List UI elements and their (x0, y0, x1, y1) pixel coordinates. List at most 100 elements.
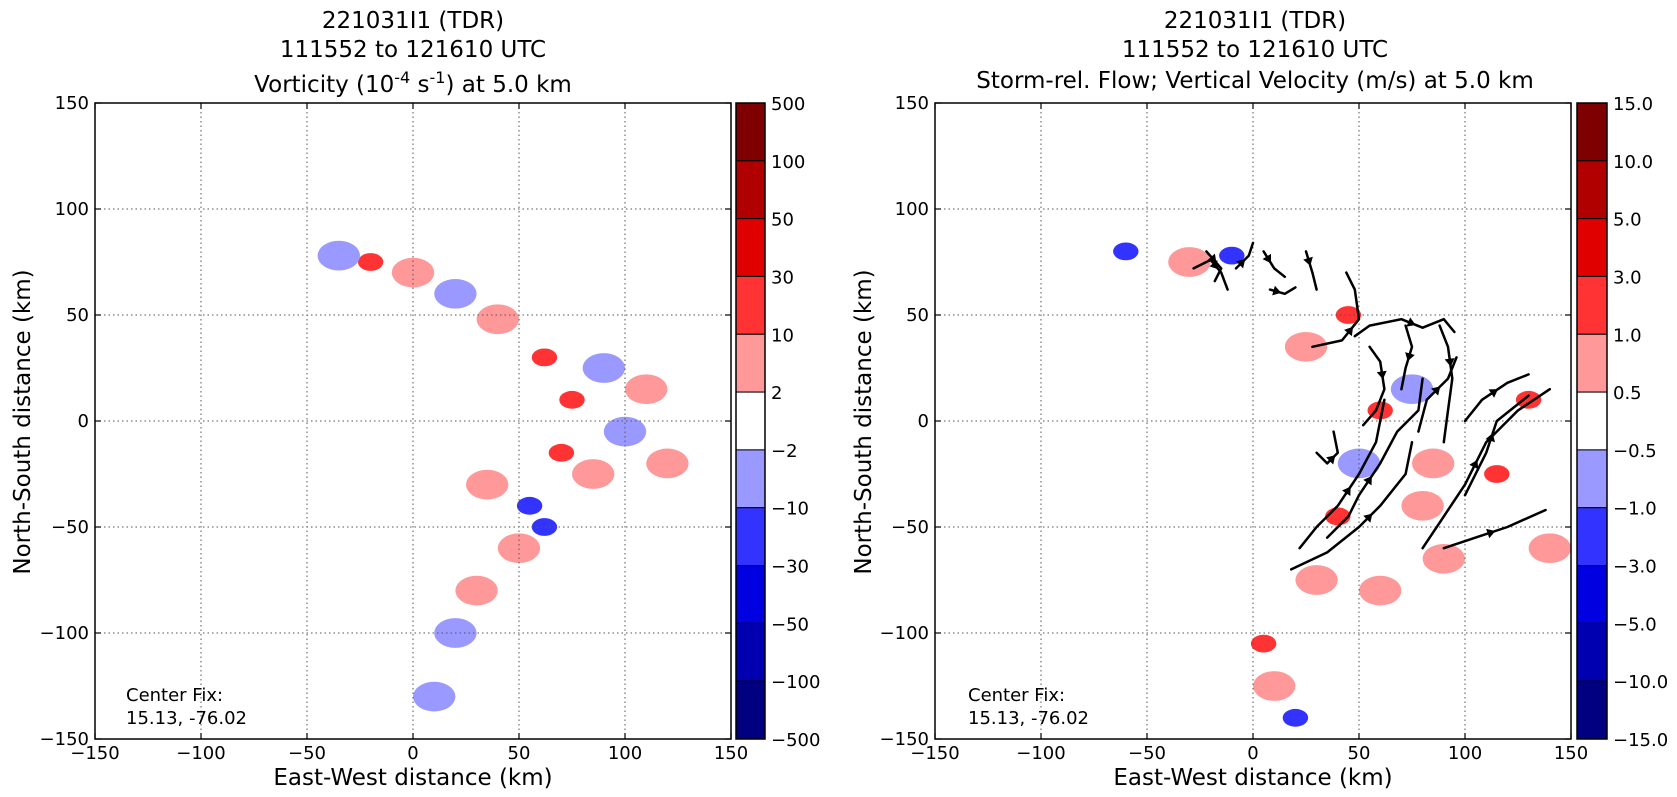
right-ytick-label: 50 (906, 305, 929, 326)
right-colorbar-segment (1576, 218, 1608, 277)
left-ylabel: North-South distance (km) (10, 269, 36, 574)
right-xtick-label: 0 (1247, 743, 1258, 764)
left-colorbar-label: 50 (771, 210, 794, 231)
right-streamline-arrow (1236, 259, 1246, 269)
left-colorbar-segment (735, 333, 766, 393)
left-colorbar-label: −30 (771, 557, 809, 578)
left-field-cell (434, 278, 477, 309)
right-field-cell (1168, 247, 1211, 277)
right-colorbar-label: −1.0 (1613, 499, 1657, 520)
left-title-line1: 221031I1 (TDR) (322, 8, 504, 34)
right-ylabel: North-South distance (km) (851, 269, 877, 574)
right-colorbar-segment (1576, 160, 1608, 220)
left-field-cell (625, 374, 668, 405)
left-xtick-label: −50 (288, 743, 326, 764)
left-ytick-label: 0 (78, 411, 89, 432)
right-streamline-arrow (1272, 285, 1282, 296)
left-title-pre: Vorticity (10 (254, 72, 394, 98)
right-field-cell (1484, 465, 1510, 483)
right-field-cell (1219, 246, 1245, 265)
right-streamline-arrow (1363, 513, 1373, 523)
left-colorbar-frame (735, 102, 766, 740)
right-colorbar-segment (1576, 507, 1608, 567)
right-field-cell (1401, 490, 1444, 521)
right-colorbar-label: −5.0 (1613, 614, 1657, 635)
right-colorbar-segment (1576, 449, 1608, 509)
left-field-cell (548, 443, 575, 462)
right-field-cell (1367, 401, 1393, 420)
left-title-sup2: -1 (430, 68, 446, 87)
right-streamline (1325, 377, 1424, 539)
right-field-cell (1412, 448, 1455, 479)
left-ytick-label: −50 (51, 517, 89, 538)
left-vorticity-plot: −150 −100 −50 0 50 100 150 −150 −100 −50 0 50 100 150 (40, 93, 749, 764)
left-colorbar-segment (735, 102, 766, 162)
left-xtick-label: 50 (508, 743, 531, 764)
right-streamline-arrow (1406, 317, 1416, 327)
right-field-cell (1113, 242, 1139, 261)
left-ytick-label: 150 (55, 93, 89, 114)
right-colorbar-segment (1576, 680, 1608, 740)
right-title-line2: 111552 to 121610 UTC (1122, 37, 1388, 63)
left-colorbar-segment (735, 680, 766, 740)
right-xtick-label: −50 (1128, 743, 1166, 764)
left-field-cell (317, 240, 360, 271)
right-colorbar-label: 5.0 (1613, 210, 1642, 231)
right-streamline-arrow (1431, 386, 1441, 396)
left-xtick-label: 150 (714, 743, 748, 764)
right-xtick-label: 50 (1348, 743, 1371, 764)
right-colorbar-label: −3.0 (1613, 557, 1657, 578)
right-colorbar-label: −10.0 (1613, 672, 1668, 693)
right-field-cell (1335, 306, 1362, 324)
right-field-cell (1253, 671, 1296, 701)
left-colorbar-label: −2 (771, 441, 798, 462)
right-field-cell (1284, 331, 1328, 362)
left-field-cell (582, 353, 625, 383)
left-colorbar-label: −10 (771, 499, 809, 520)
right-colorbar-label: 3.0 (1613, 267, 1642, 288)
right-colorbar-label: −0.5 (1613, 441, 1657, 462)
left-xtick-label: −150 (70, 743, 119, 764)
left-field-cell (531, 518, 558, 536)
left-colorbar-label: 30 (771, 267, 794, 288)
right-colorbar-label: 0.5 (1613, 383, 1642, 404)
right-ytick-label: 100 (895, 199, 929, 220)
right-streamline-arrow (1303, 256, 1313, 266)
right-center-fix-label: Center Fix: (968, 685, 1065, 706)
left-colorbar-segment (735, 218, 766, 277)
right-streamline (1361, 345, 1386, 427)
right-field-cell (1295, 565, 1338, 595)
right-xtick-label: −150 (910, 743, 959, 764)
left-field-cell (455, 575, 498, 606)
right-ytick-label: 150 (895, 93, 929, 114)
left-xtick-label: −100 (176, 743, 225, 764)
right-field-cell (1282, 708, 1309, 727)
left-field-cell (646, 448, 689, 479)
right-streamline-arrow (1363, 475, 1372, 486)
right-streamline-arrow (1486, 528, 1496, 539)
right-streamline-arrow (1469, 459, 1479, 470)
right-vertical-velocity-plot: −150 −100 −50 0 50 100 150 −150 −100 −50 0 50 100 150 (880, 93, 1589, 764)
left-field-cell (413, 681, 456, 712)
left-xlabel: East-West distance (km) (273, 765, 552, 791)
right-field-cell (1422, 543, 1466, 574)
left-title-post: ) at 5.0 km (445, 72, 571, 98)
left-center-fix-coords: 15.13, -76.02 (126, 708, 247, 729)
right-field-cell (1250, 634, 1277, 653)
right-colorbar-label: 15.0 (1613, 94, 1653, 115)
right-colorbar-segment (1576, 622, 1608, 682)
left-colorbar-segment (735, 565, 766, 624)
right-streamline-arrow (1344, 326, 1354, 337)
left-colorbar: 500 100 50 30 10 2 −2 −10 −30 −50 −100 −500 (735, 94, 820, 751)
left-colorbar-segment (735, 622, 766, 682)
right-streamline-arrow (1444, 358, 1455, 367)
left-title-mid: s (410, 72, 429, 98)
right-ytick-label: −150 (880, 729, 929, 750)
right-colorbar-label: 1.0 (1613, 325, 1642, 346)
right-ytick-label: −100 (880, 623, 929, 644)
right-colorbar-segment (1576, 333, 1608, 393)
left-xtick-label: 0 (407, 743, 418, 764)
right-colorbar-segment (1576, 102, 1608, 162)
right-colorbar-label: −15.0 (1613, 730, 1668, 751)
